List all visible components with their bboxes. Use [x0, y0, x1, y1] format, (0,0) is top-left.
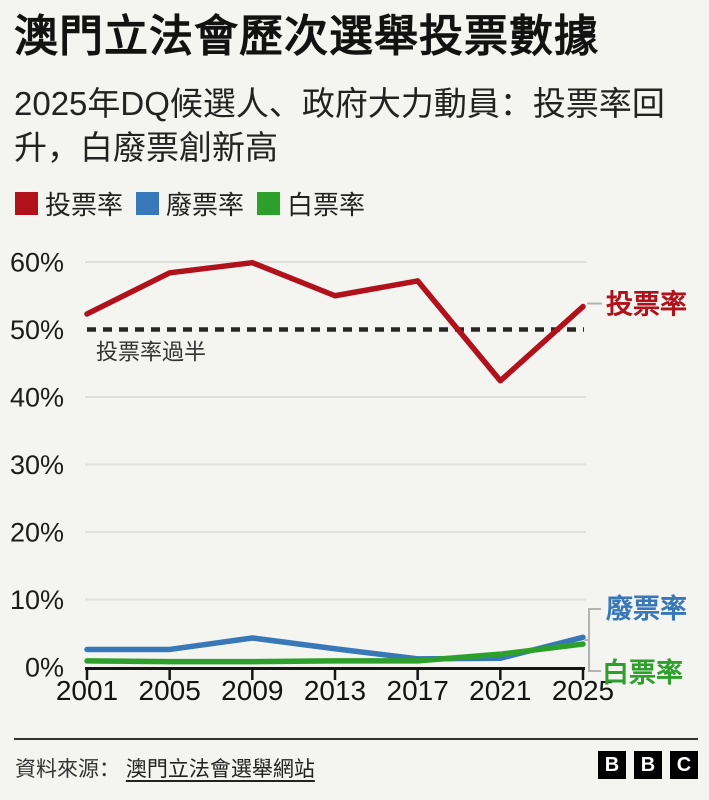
x-axis: 2001 2005 2009 2013 2017 2021 2025 — [56, 667, 614, 706]
bbc-logo-letter-c: C — [670, 751, 698, 779]
svg-text:2009: 2009 — [221, 675, 283, 706]
y-axis-labels: 0% 10% 20% 30% 40% 50% 60% — [10, 248, 64, 683]
svg-text:2017: 2017 — [387, 675, 449, 706]
bbc-logo-letter-b2: B — [634, 751, 662, 779]
legend-item-invalid: 廢票率 — [136, 185, 244, 222]
line-廢票率 — [84, 634, 586, 662]
reference-line-label: 投票率過半 — [96, 340, 206, 365]
legend-item-turnout: 投票率 — [15, 185, 123, 222]
svg-text:40%: 40% — [10, 383, 64, 413]
bbc-logo: B B C — [598, 751, 698, 779]
line-白票率 — [84, 641, 586, 665]
source-label: 資料來源： — [15, 758, 120, 781]
invalid-swatch-icon — [136, 192, 160, 215]
line-投票率 — [84, 259, 586, 384]
gridlines — [85, 261, 586, 601]
svg-text:2025: 2025 — [552, 675, 614, 706]
bbc-logo-letter-b1: B — [598, 751, 626, 779]
svg-text:50%: 50% — [10, 315, 64, 345]
svg-text:0%: 0% — [25, 653, 64, 683]
source-line: 資料來源： 澳門立法會選舉網站 — [15, 753, 315, 783]
svg-text:2005: 2005 — [139, 675, 201, 706]
chart-area: 0% 10% 20% 30% 40% 50% 60% 投票率過半 2001 2005 2009 201… — [0, 230, 709, 730]
svg-text:2001: 2001 — [56, 675, 118, 706]
legend-label-invalid: 廢票率 — [166, 190, 245, 220]
turnout-swatch-icon — [15, 192, 38, 215]
end-label-blank: 白票率 — [602, 657, 683, 688]
svg-text:30%: 30% — [10, 450, 64, 480]
svg-text:2013: 2013 — [304, 675, 366, 706]
chart-subtitle: 2025年DQ候選人、政府大力動員：投票率回升，白廢票創新高 — [14, 85, 665, 166]
legend-label-turnout: 投票率 — [45, 190, 124, 220]
legend-item-blank: 白票率 — [257, 185, 365, 222]
chart-title: 澳門立法會歷次選舉投票數據 — [14, 12, 599, 61]
series-lines — [84, 259, 586, 665]
svg-text:60%: 60% — [10, 248, 64, 278]
svg-text:2021: 2021 — [469, 675, 531, 706]
end-label-turnout: 投票率 — [606, 289, 687, 320]
blank-swatch-icon — [257, 192, 281, 215]
svg-text:10%: 10% — [10, 585, 64, 615]
legend-label-blank: 白票率 — [287, 190, 366, 220]
footer-divider — [14, 738, 698, 740]
chart-svg: 0% 10% 20% 30% 40% 50% 60% 投票率過半 2001 2005 2009 201… — [10, 248, 687, 707]
svg-text:20%: 20% — [10, 518, 64, 548]
source-link[interactable]: 澳門立法會選舉網站 — [125, 758, 315, 781]
legend: 投票率 廢票率 白票率 — [15, 185, 365, 222]
end-label-invalid: 廢票率 — [606, 593, 687, 624]
